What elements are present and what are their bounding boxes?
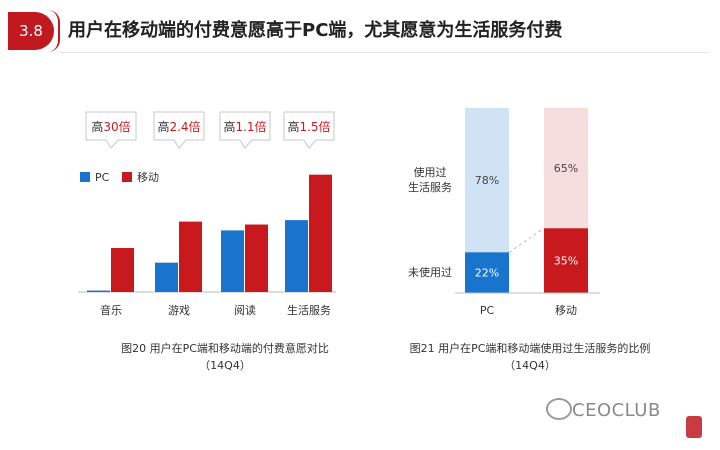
- legend-label-pc: PC: [95, 171, 110, 184]
- callout-box-3: [283, 111, 335, 149]
- badge-ring: [48, 10, 60, 52]
- bar-pc-3: [285, 220, 308, 292]
- callout-prefix-2: 高: [223, 119, 235, 134]
- bar-pc-2: [221, 230, 244, 292]
- bar-mobile-1: [179, 221, 202, 292]
- watermark: CEOCLUB: [572, 400, 661, 421]
- left-caption-line1: 图20 用户在PC端和移动端的付费意愿对比: [121, 342, 329, 355]
- legend-swatch-pc: [80, 172, 90, 182]
- callout-prefix-3: 高: [287, 119, 299, 134]
- stack-notused-0: [465, 252, 509, 293]
- row-label-notused: 未使用过: [408, 266, 452, 279]
- bar-mobile-3: [309, 174, 332, 292]
- bar-mobile-2: [245, 224, 268, 292]
- stack-notused-1: [544, 228, 588, 293]
- value-notused-0: 22%: [475, 267, 499, 280]
- wechat-icon: [546, 398, 572, 420]
- value-notused-1: 35%: [554, 255, 578, 268]
- callout-value-0: 30倍: [103, 119, 130, 134]
- legend-label-mobile: 移动: [137, 171, 159, 184]
- category-label-3: 生活服务: [287, 303, 331, 317]
- callout-value-3: 1.5倍: [299, 119, 330, 134]
- stack-used-1: [544, 108, 588, 229]
- stack-category-0: PC: [480, 304, 495, 317]
- callout-prefix-0: 高: [91, 119, 103, 134]
- callout-prefix-1: 高: [157, 119, 169, 134]
- section-badge: 3.8: [8, 12, 54, 50]
- row-label-used-2: 生活服务: [408, 180, 452, 194]
- bar-pc-0: [87, 290, 110, 292]
- value-used-1: 65%: [554, 162, 578, 175]
- value-used-0: 78%: [475, 174, 499, 187]
- callout-box-2: [219, 111, 271, 149]
- page-title: 用户在移动端的付费意愿高于PC端，尤其愿意为生活服务付费: [68, 20, 563, 41]
- left-caption: 图20 用户在PC端和移动端的付费意愿对比 （14Q4）: [60, 340, 390, 374]
- callout-box-1: [153, 111, 205, 149]
- right-caption-line2: （14Q4）: [504, 359, 556, 372]
- seal-icon: [686, 416, 702, 438]
- row-label-used-1: 使用过: [414, 166, 447, 179]
- stack-category-1: 移动: [555, 304, 577, 317]
- header: 3.8 用户在移动端的付费意愿高于PC端，尤其愿意为生活服务付费: [0, 0, 720, 52]
- right-caption: 图21 用户在PC端和移动端使用过生活服务的比例 （14Q4）: [380, 340, 680, 374]
- left-caption-line2: （14Q4）: [199, 359, 251, 372]
- category-label-0: 音乐: [100, 303, 122, 317]
- callout-text-0: 高30倍: [91, 119, 130, 134]
- callout-box-0: [85, 111, 137, 149]
- connector-line: [508, 227, 545, 253]
- callout-text-1: 高2.4倍: [157, 119, 200, 134]
- bar-mobile-0: [111, 248, 134, 292]
- right-caption-line1: 图21 用户在PC端和移动端使用过生活服务的比例: [409, 342, 651, 355]
- category-label-2: 阅读: [234, 303, 256, 317]
- stack-used-0: [465, 108, 509, 253]
- callout-value-2: 1.1倍: [235, 119, 266, 134]
- callout-value-1: 2.4倍: [169, 119, 200, 134]
- bar-pc-1: [155, 262, 178, 292]
- legend-swatch-mobile: [122, 172, 132, 182]
- callout-text-3: 高1.5倍: [287, 119, 330, 134]
- header-divider: [60, 52, 710, 53]
- category-label-1: 游戏: [168, 304, 190, 317]
- callout-text-2: 高1.1倍: [223, 119, 266, 134]
